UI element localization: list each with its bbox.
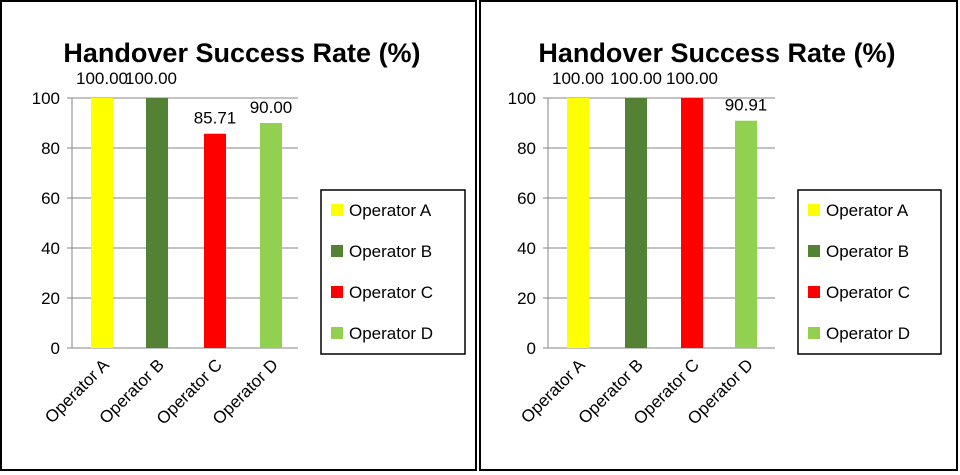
chart-panel-left: Handover Success Rate (%) 0 20 40 60 80 100 100… [0,0,477,471]
bar-operator-b [625,98,647,348]
bar-operator-d [260,123,282,348]
y-tick-label: 20 [517,289,536,308]
legend-label: Operator C [826,283,910,302]
y-tick-label: 100 [508,89,536,108]
y-tick-label: 80 [41,139,60,158]
legend-label: Operator A [826,201,909,220]
y-tick-label: 60 [517,189,536,208]
bar-operator-c [204,133,226,348]
legend-box [797,189,942,355]
data-label: 90.00 [250,98,293,117]
legend-swatch [808,286,820,298]
data-label: 100.00 [125,69,177,88]
y-tick-label: 20 [41,289,60,308]
data-label: 100.00 [552,69,604,88]
bar-operator-a [91,98,113,348]
y-tick-label: 80 [517,139,536,158]
data-label: 100.00 [610,69,662,88]
legend-swatch [808,204,820,216]
bar-operator-b [146,98,168,348]
bar-operator-d [735,120,757,348]
legend-swatch [808,327,820,339]
chart-title: Handover Success Rate (%) [63,38,420,68]
legend-swatch [808,245,820,257]
y-tick-label: 40 [41,239,60,258]
legend-label: Operator D [349,324,433,343]
y-tick-label: 40 [517,239,536,258]
legend-label: Operator B [349,242,432,261]
data-label: 85.71 [194,109,237,128]
legend-swatch [331,286,343,298]
legend-swatch [331,204,343,216]
chart-panel-right: Handover Success Rate (%) 0 20 40 60 80 100 100… [479,0,958,471]
data-label: 100.00 [76,69,128,88]
y-tick-label: 0 [527,339,536,358]
legend-label: Operator C [349,283,433,302]
y-tick-label: 0 [51,339,60,358]
legend-label: Operator B [826,242,909,261]
y-tick-label: 100 [32,89,60,108]
legend-label: Operator A [349,201,432,220]
chart-left: Handover Success Rate (%) 0 20 40 60 80 100 100… [32,38,466,428]
bar-operator-a [567,98,589,348]
data-label: 90.91 [725,96,768,115]
legend-box [320,189,466,355]
legend-label: Operator D [826,324,910,343]
chart-right: Handover Success Rate (%) 0 20 40 60 80 100 100… [508,38,942,428]
data-label: 100.00 [666,69,718,88]
legend-swatch [331,245,343,257]
chart-title: Handover Success Rate (%) [538,38,895,68]
legend-swatch [331,327,343,339]
y-tick-label: 60 [41,189,60,208]
bar-operator-c [681,98,703,348]
